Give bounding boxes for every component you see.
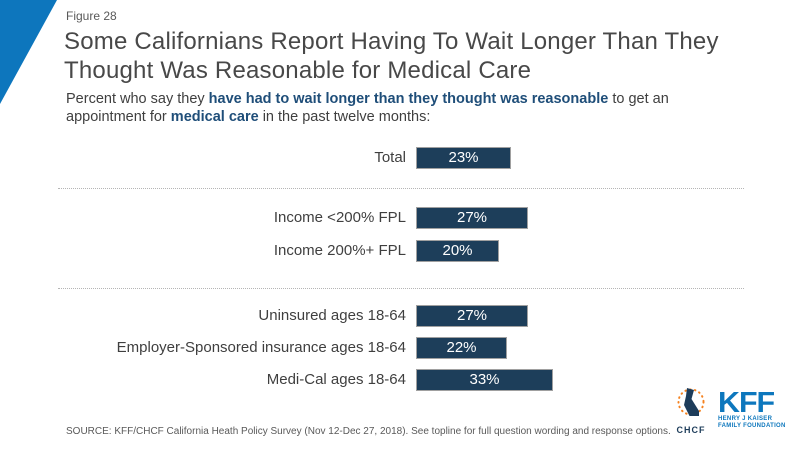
subtitle-text: to get an bbox=[608, 91, 669, 107]
bar: 27% bbox=[416, 207, 528, 229]
chcf-wordmark: CHCF bbox=[676, 425, 706, 435]
corner-accent-shape bbox=[0, 0, 57, 104]
group-divider bbox=[58, 188, 744, 189]
bar-value-label: 27% bbox=[456, 307, 488, 324]
bar-value-label: 33% bbox=[469, 371, 500, 388]
bar-value-label: 23% bbox=[448, 149, 479, 166]
bar-category-label: Medi-Cal ages 18-64 bbox=[266, 371, 406, 388]
subtitle-line: Percent who say they have had to wait lo… bbox=[66, 91, 706, 109]
bar-value-label: 27% bbox=[456, 209, 488, 226]
bar-chart: Total 23% Income <200% FPL 27% Income 200%+ … bbox=[0, 130, 800, 400]
bar-category-label: Uninsured ages 18-64 bbox=[258, 307, 406, 324]
bar-row: Uninsured ages 18-64 27% bbox=[0, 305, 800, 327]
bar-row: Employer-Sponsored insurance ages 18-64 2… bbox=[0, 337, 800, 359]
bar-row: Income 200%+ FPL 20% bbox=[0, 240, 800, 262]
chart-subtitle: Percent who say they have had to wait lo… bbox=[66, 91, 706, 126]
bar-category-label: Income <200% FPL bbox=[273, 209, 406, 226]
bar-category-label: Total bbox=[374, 149, 406, 166]
bar: 33% bbox=[416, 369, 553, 391]
bar-row: Income <200% FPL 27% bbox=[0, 207, 800, 229]
bar-row: Medi-Cal ages 18-64 33% bbox=[0, 369, 800, 391]
bar-category-label: Employer-Sponsored insurance ages 18-64 bbox=[116, 339, 406, 356]
kff-logo: KFF HENRY J KAISER FAMILY FOUNDATION bbox=[718, 389, 792, 430]
subtitle-emphasis: have had to wait longer than they though… bbox=[208, 91, 609, 107]
group-divider bbox=[58, 288, 744, 289]
bar-value-label: 20% bbox=[442, 242, 473, 259]
subtitle-text: in the past twelve months: bbox=[258, 108, 431, 125]
subtitle-line: appointment for medical care in the past… bbox=[66, 109, 706, 127]
chart-title: Some Californians Report Having To Wait … bbox=[64, 28, 719, 84]
bar-value-label: 22% bbox=[446, 339, 477, 356]
kff-subline-2: FAMILY FOUNDATION bbox=[718, 423, 786, 429]
bar: 22% bbox=[416, 337, 507, 359]
kff-subline-1: HENRY J KAISER bbox=[718, 416, 773, 422]
subtitle-emphasis: medical care bbox=[170, 108, 259, 125]
source-note: SOURCE: KFF/CHCF California Heath Policy… bbox=[66, 426, 671, 437]
bar: 27% bbox=[416, 305, 528, 327]
chcf-logo: CHCF bbox=[668, 387, 714, 435]
chcf-california-icon bbox=[677, 388, 705, 416]
bar: 20% bbox=[416, 240, 499, 262]
bar-category-label: Income 200%+ FPL bbox=[273, 242, 406, 259]
figure-label: Figure 28 bbox=[66, 9, 117, 23]
kff-wordmark: KFF bbox=[718, 387, 775, 419]
subtitle-text: Percent who say they bbox=[66, 91, 209, 107]
bar: 23% bbox=[416, 147, 511, 169]
bar-row: Total 23% bbox=[0, 147, 800, 169]
subtitle-text: appointment for bbox=[66, 108, 171, 125]
